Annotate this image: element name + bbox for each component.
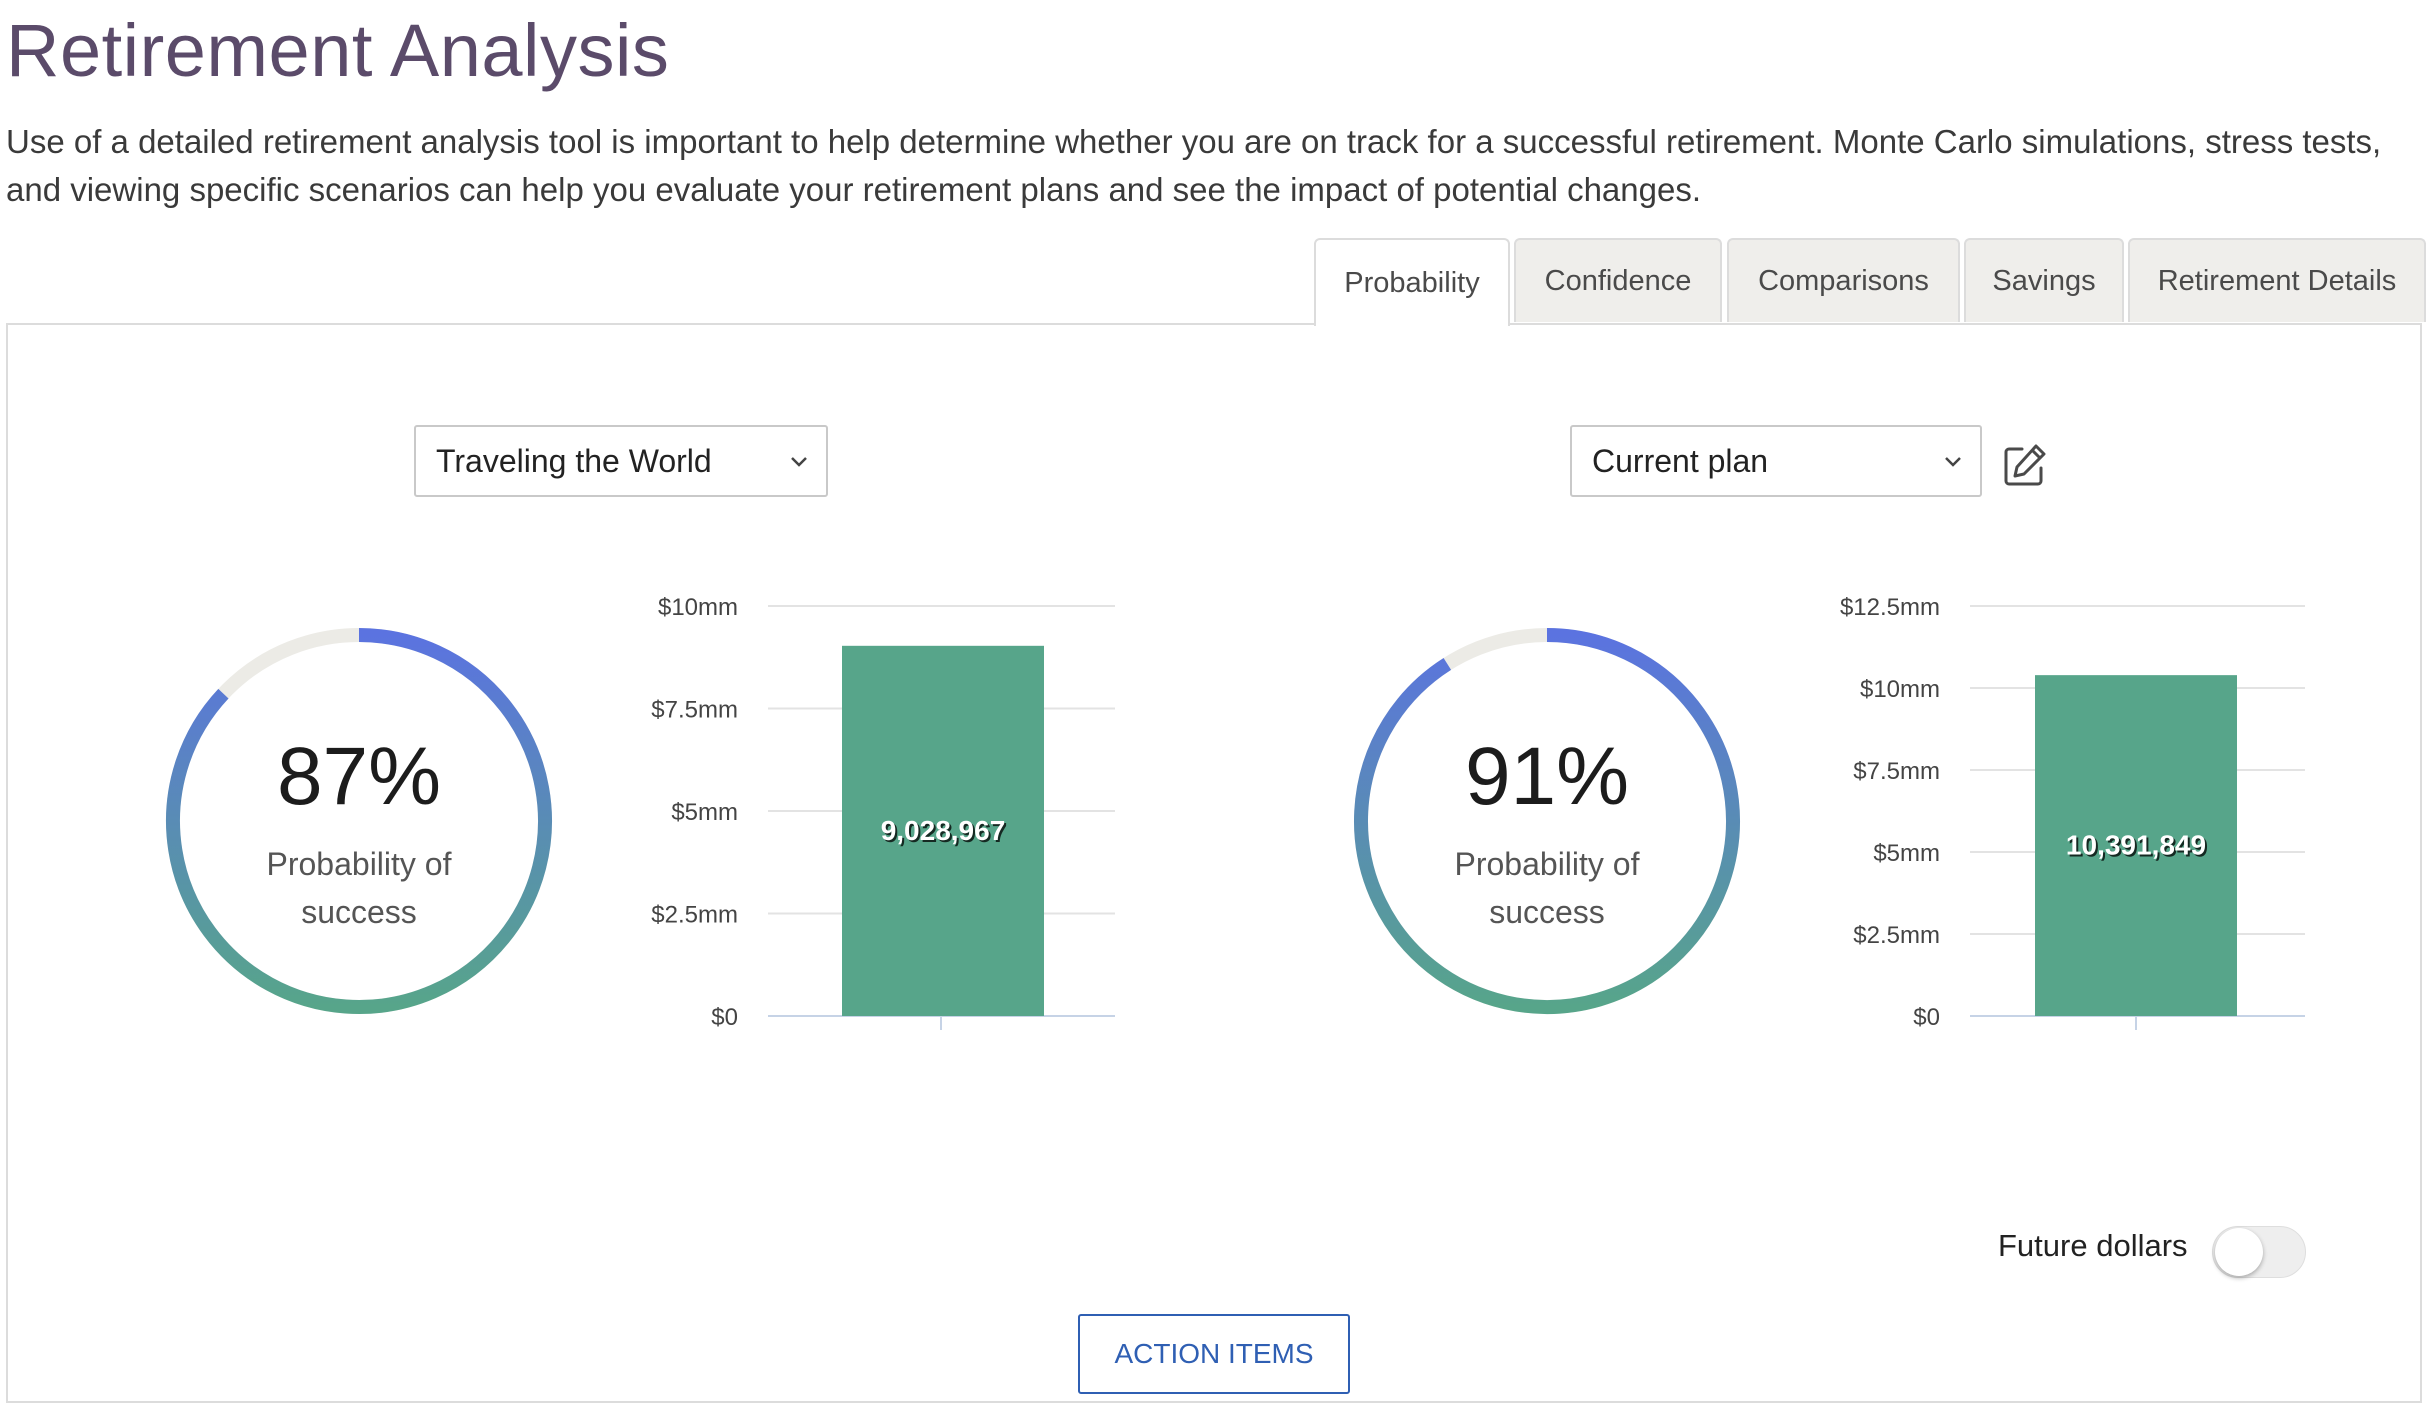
future-dollars-toggle[interactable]: [2212, 1226, 2306, 1278]
bar: [842, 645, 1044, 1016]
chevron-down-icon: [1945, 457, 1961, 467]
chevron-down-icon: [791, 457, 807, 467]
future-dollars-label: Future dollars: [1998, 1228, 2188, 1263]
tab-retirement-details[interactable]: Retirement Details: [2128, 238, 2426, 322]
bar-data-label: 10,391,849: [2066, 830, 2206, 861]
y-tick-label: $0: [1913, 1004, 1940, 1030]
toggle-knob: [2215, 1228, 2263, 1276]
page-title: Retirement Analysis: [6, 9, 670, 92]
scenario-select-left[interactable]: Traveling the World: [414, 425, 828, 497]
edit-icon[interactable]: [2000, 440, 2050, 490]
y-tick-label: $5mm: [671, 799, 738, 826]
y-tick-label: $2.5mm: [651, 902, 738, 929]
y-tick-label: $5mm: [1873, 840, 1940, 867]
tab-savings[interactable]: Savings: [1964, 238, 2124, 322]
gauge-left-caption-line1: Probability of: [266, 846, 452, 882]
gauge-right-caption-line2: success: [1489, 894, 1605, 930]
scenario-select-right-value: Current plan: [1592, 442, 1769, 479]
y-tick-label: $10mm: [1860, 676, 1940, 703]
bar-chart-right: $0 $2.5mm $5mm $7.5mm $10mm $12.5mm 10,391,849…: [1840, 594, 2305, 1030]
y-tick-label: $2.5mm: [1853, 922, 1940, 949]
y-tick-label: $7.5mm: [651, 697, 738, 724]
tab-comparisons[interactable]: Comparisons: [1727, 238, 1960, 322]
bar-chart-left: $0$2.5mm$5mm$7.5mm$10mm9,028,9679,028,96…: [651, 594, 1115, 1030]
bar-data-label: 9,028,967: [881, 815, 1006, 846]
y-tick-label: $0: [711, 1004, 738, 1030]
gauge-left-caption-line2: success: [301, 894, 417, 930]
scenario-select-right[interactable]: Current plan: [1570, 425, 1982, 497]
action-items-label: ACTION ITEMS: [1114, 1338, 1314, 1369]
scenario-select-left-value: Traveling the World: [436, 442, 712, 479]
gauge-right-caption-line1: Probability of: [1454, 846, 1640, 882]
tab-probability[interactable]: Probability: [1314, 238, 1510, 326]
y-tick-label: $12.5mm: [1840, 594, 1940, 621]
gauge-left-value: 87%: [276, 731, 442, 822]
action-items-button[interactable]: ACTION ITEMS: [1078, 1314, 1350, 1394]
page-intro: Use of a detailed retirement analysis to…: [6, 123, 2382, 208]
y-tick-label: $10mm: [658, 594, 738, 621]
bar-data-label-shadow: 10,391,849: [2068, 832, 2208, 863]
y-tick-label: $7.5mm: [1853, 758, 1940, 785]
bar: [2035, 675, 2237, 1016]
bar-data-label-shadow: 9,028,967: [883, 817, 1008, 848]
gauge-right-value: 91%: [1464, 731, 1630, 822]
tab-confidence[interactable]: Confidence: [1514, 238, 1722, 322]
